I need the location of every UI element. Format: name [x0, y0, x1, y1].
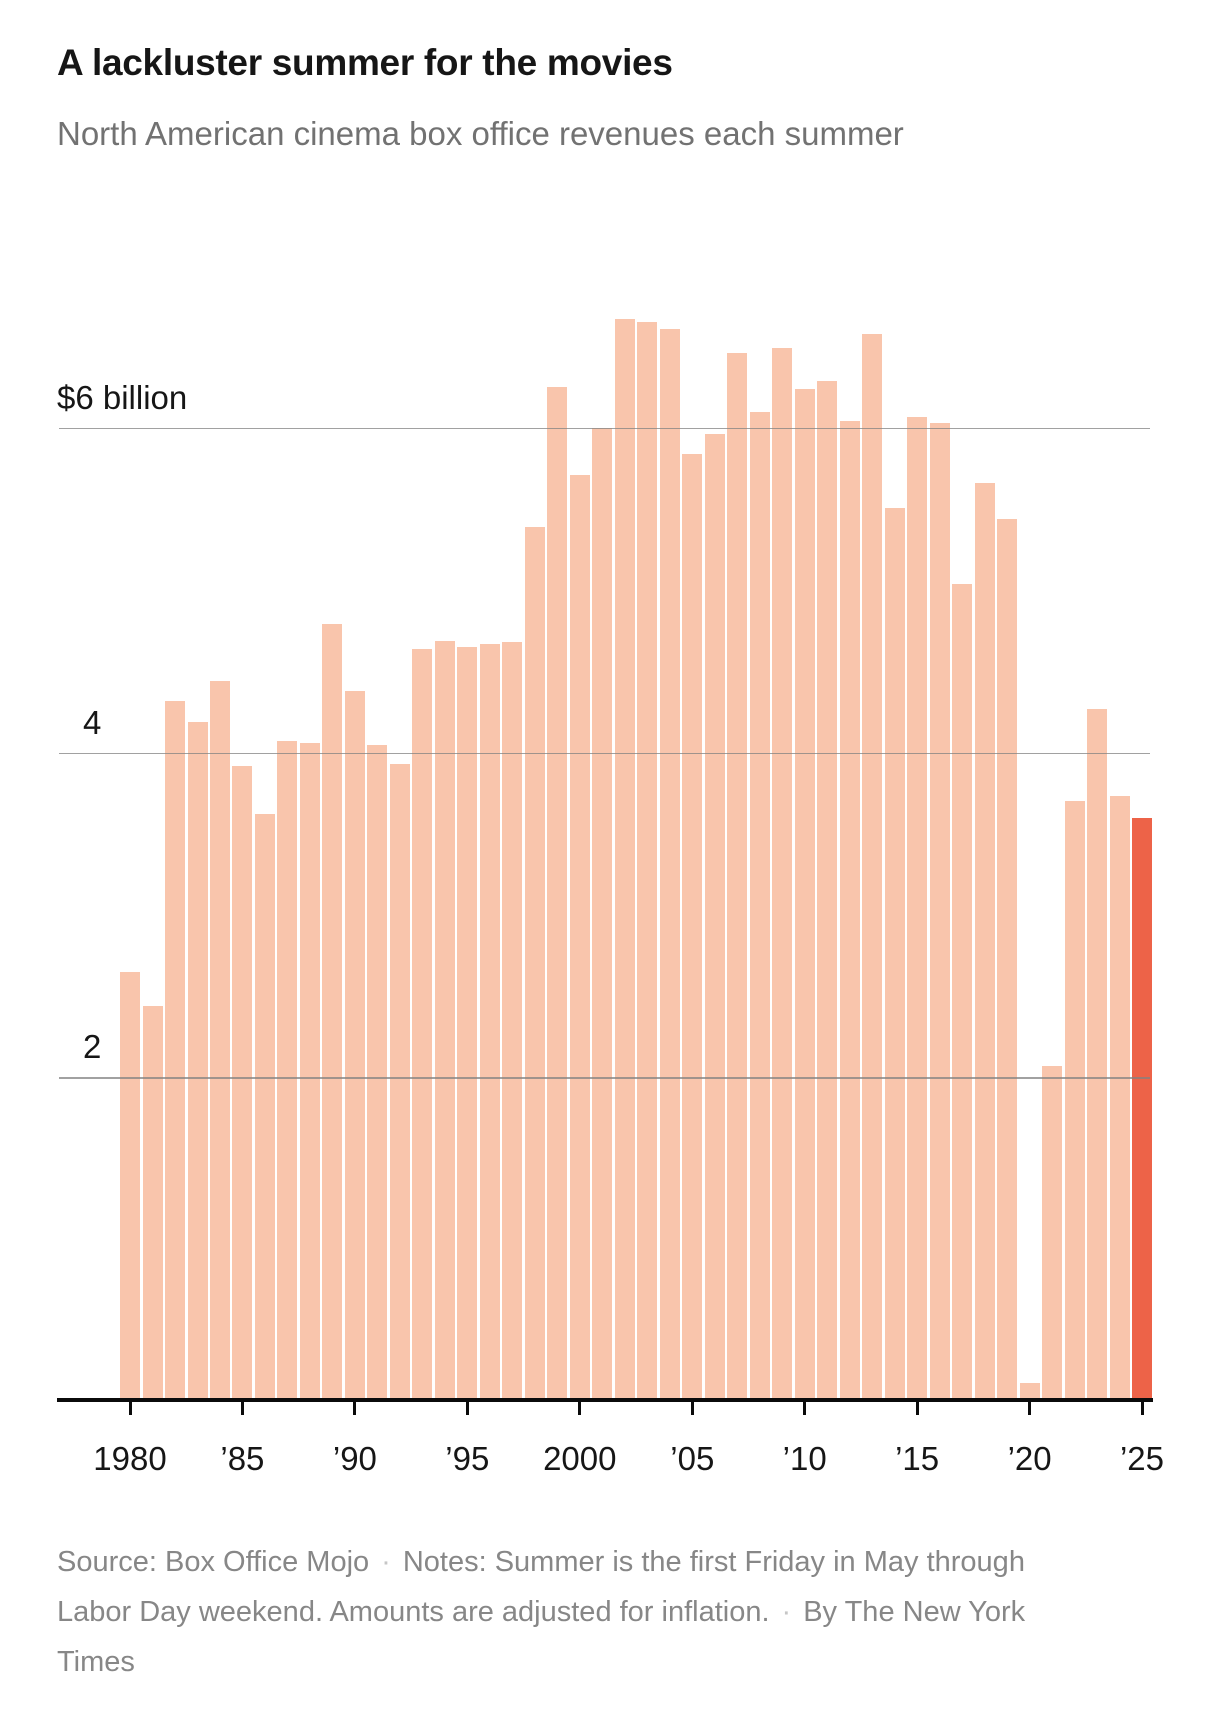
y-axis-label-2: 2	[83, 1028, 102, 1066]
bar-1990	[344, 690, 365, 1402]
bar-2012	[839, 421, 860, 1402]
notes-text: Notes: Summer is the first Friday in May…	[57, 1546, 1025, 1628]
bar-1994	[434, 640, 455, 1402]
bar-2007	[727, 353, 748, 1402]
x-axis-tick-2005	[690, 1402, 694, 1415]
bar-1985	[232, 765, 253, 1402]
x-axis-tick-2000	[578, 1402, 582, 1415]
bar-2021	[1042, 1065, 1063, 1402]
bar-2010	[794, 388, 815, 1402]
bar-1995	[457, 647, 478, 1402]
bar-1983	[187, 721, 208, 1402]
x-axis-label-2005: ’05	[670, 1440, 715, 1477]
x-axis-tick-1985	[240, 1402, 244, 1415]
bar-2005	[682, 453, 703, 1402]
x-axis-line	[57, 1398, 1153, 1402]
y-axis-label-6: $6 billion	[57, 378, 188, 416]
x-axis-label-2020: ’20	[1007, 1440, 1052, 1477]
bar-2017	[952, 583, 973, 1402]
bar-2008	[749, 411, 770, 1402]
x-axis-tick-1980	[128, 1402, 132, 1415]
bar-2004	[659, 328, 680, 1402]
bar-2003	[637, 322, 658, 1402]
source-text: Source: Box Office Mojo	[57, 1546, 370, 1578]
bar-1988	[299, 742, 320, 1402]
bar-1989	[322, 624, 343, 1402]
x-axis-label-2025: ’25	[1119, 1440, 1165, 1477]
bar-2011	[817, 380, 838, 1402]
bar-2016	[929, 423, 950, 1402]
bar-1992	[389, 764, 410, 1402]
x-axis-tick-1995	[465, 1402, 469, 1415]
bar-1984	[210, 681, 230, 1402]
bar-2006	[704, 434, 725, 1402]
x-axis-tick-1990	[353, 1402, 357, 1415]
y-axis-label-4: 4	[83, 703, 102, 741]
bar-1986	[254, 814, 275, 1402]
bar-2014	[884, 507, 905, 1402]
separator-dot: ·	[781, 1596, 792, 1628]
bar-1982	[165, 700, 185, 1402]
bar-2025	[1132, 817, 1152, 1402]
bar-1996	[479, 643, 500, 1402]
x-axis-label-1995: ’95	[445, 1440, 490, 1477]
bar-2009	[772, 348, 793, 1402]
x-axis-tick-2025	[1140, 1402, 1144, 1415]
x-axis-label-1985: ’85	[220, 1440, 265, 1477]
bar-2023	[1087, 708, 1108, 1402]
bar-1981	[142, 1005, 163, 1402]
bar-2022	[1064, 801, 1085, 1402]
bar-2002	[614, 319, 635, 1402]
x-axis-label-2010: ’10	[782, 1440, 827, 1477]
gridline-2	[59, 1077, 1150, 1079]
bar-1997	[502, 642, 523, 1402]
bar-2020	[1019, 1382, 1040, 1402]
bar-2015	[907, 416, 928, 1402]
bar-2018	[974, 483, 995, 1402]
bar-1980	[120, 971, 140, 1402]
x-axis-tick-2020	[1028, 1402, 1032, 1415]
bar-1999	[547, 387, 568, 1402]
bar-2013	[862, 333, 883, 1402]
chart-subtitle: North American cinema box office revenue…	[57, 115, 904, 152]
bar-2000	[569, 475, 590, 1402]
gridline-6	[59, 427, 1150, 430]
x-axis-label-1990: ’90	[332, 1440, 377, 1477]
x-axis-tick-2015	[915, 1402, 919, 1415]
byline-text: By The New York Times	[57, 1596, 1026, 1678]
bar-2001	[592, 427, 613, 1402]
separator-dot: ·	[381, 1546, 391, 1578]
bar-2019	[997, 518, 1018, 1402]
gridline-4	[59, 752, 1150, 755]
bar-1991	[367, 744, 388, 1402]
bar-2024	[1109, 796, 1130, 1402]
chart-footer: Source: Box Office Mojo · Notes: Summer is…	[57, 1537, 1062, 1687]
chart-title: A lackluster summer for the movies	[57, 42, 673, 83]
x-axis-tick-2010	[803, 1402, 807, 1415]
bar-1987	[277, 741, 298, 1402]
bar-1998	[524, 526, 545, 1402]
x-axis-label-2000: 2000	[543, 1440, 617, 1477]
x-axis-label-1980: 1980	[93, 1440, 167, 1477]
bar-1993	[412, 648, 433, 1402]
x-axis-label-2015: ’15	[895, 1440, 940, 1477]
